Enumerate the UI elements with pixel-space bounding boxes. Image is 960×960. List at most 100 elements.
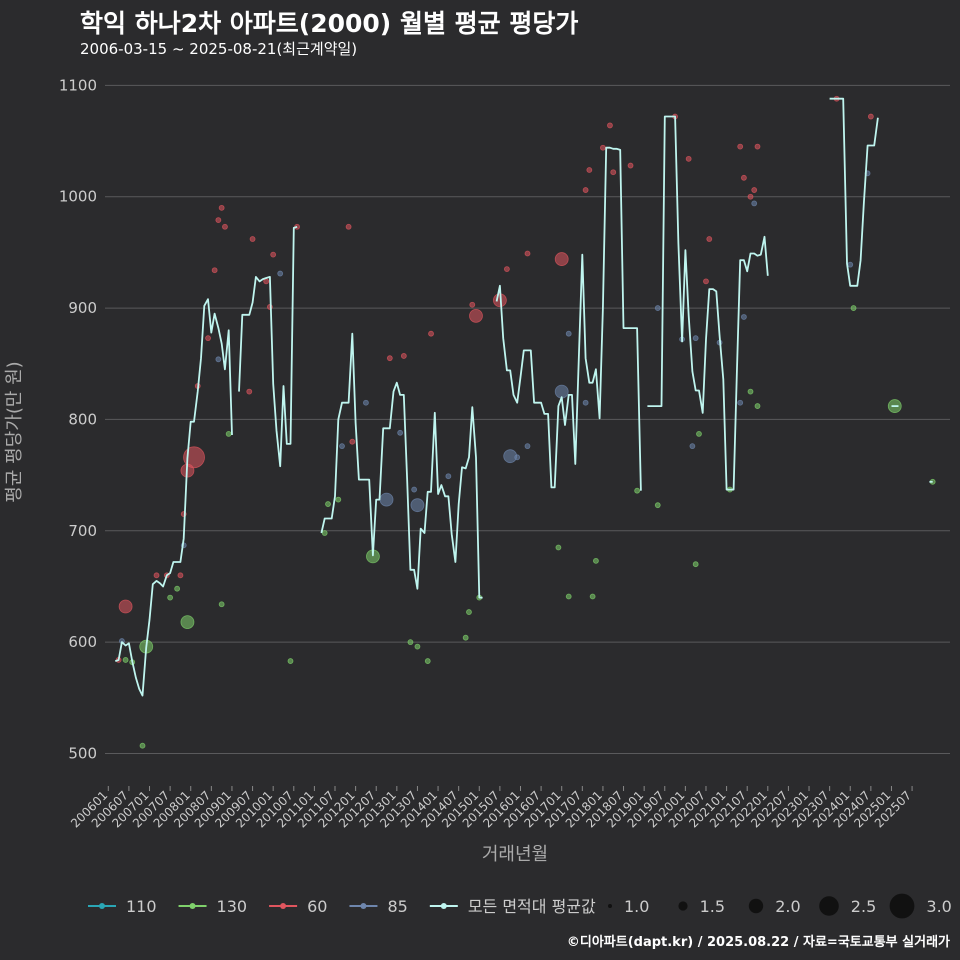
point-130	[321, 530, 328, 536]
legend-size-item: 1.0	[608, 897, 649, 916]
point-60	[607, 122, 613, 129]
y-axis-ticks: 500 600 700 800 900 1000 1100	[59, 76, 97, 762]
point-130	[654, 502, 661, 509]
legend-size-marker	[889, 893, 915, 919]
point-130	[139, 742, 146, 749]
legend-marker	[280, 903, 287, 909]
legend-label: 130	[217, 897, 248, 916]
point-130	[325, 501, 331, 507]
legend-item-85: 85	[349, 897, 408, 916]
point-85	[379, 492, 394, 507]
point-60	[263, 278, 270, 285]
point-60	[582, 187, 589, 193]
point-85	[410, 498, 425, 513]
point-60	[586, 167, 593, 173]
point-130	[589, 593, 596, 600]
point-60	[177, 572, 184, 579]
point-60	[469, 301, 476, 308]
point-60	[218, 204, 225, 211]
point-60	[215, 217, 222, 224]
point-130	[122, 657, 129, 663]
x-axis-ticks: 2006012006072007012007072008012008072009…	[68, 786, 914, 831]
legend-label: 110	[126, 897, 157, 916]
point-60	[428, 330, 434, 337]
point-60	[345, 223, 352, 230]
average-line-segment	[238, 225, 298, 468]
point-60	[386, 355, 393, 362]
y-tick-label: 800	[68, 410, 97, 428]
point-60	[118, 599, 133, 614]
point-130	[414, 643, 421, 650]
point-85	[524, 443, 531, 450]
point-130	[225, 431, 232, 437]
point-60	[600, 144, 606, 151]
point-85	[363, 399, 369, 406]
point-130	[692, 561, 699, 568]
point-130	[634, 487, 641, 494]
legend-label: 60	[307, 897, 327, 916]
scatter-points	[115, 95, 936, 749]
legend-item-130: 130	[178, 897, 248, 916]
point-60	[627, 162, 634, 169]
legend-size-item: 1.5	[678, 897, 725, 916]
point-85	[847, 261, 854, 268]
point-60	[610, 169, 617, 176]
point-85	[277, 270, 284, 277]
point-130	[335, 496, 342, 503]
point-130	[593, 557, 599, 564]
point-85	[582, 399, 589, 406]
point-130	[754, 403, 761, 409]
point-60	[741, 174, 747, 181]
legend-size-item: 2.5	[819, 896, 876, 916]
point-60	[737, 143, 744, 150]
y-tick-label: 1000	[59, 188, 97, 206]
point-130	[696, 431, 702, 437]
legend-size-label: 1.0	[624, 897, 649, 916]
point-60	[205, 335, 211, 342]
y-tick-label: 1100	[59, 76, 97, 94]
average-line-segment	[647, 115, 769, 491]
point-130	[180, 615, 195, 630]
legend-size-marker	[678, 901, 688, 911]
point-60	[867, 113, 874, 120]
point-60	[349, 438, 356, 445]
point-85	[565, 330, 572, 337]
point-85	[751, 200, 758, 207]
chart-subtitle: 2006-03-15 ~ 2025-08-21(최근계약일)	[80, 40, 358, 58]
point-60	[469, 308, 483, 323]
chart-title: 학익 하나2차 아파트(2000) 월별 평균 평당가	[80, 9, 579, 38]
y-tick-label: 600	[68, 633, 97, 651]
legend-item-110: 110	[88, 897, 157, 916]
average-line-segment	[320, 332, 483, 599]
point-85	[514, 454, 521, 461]
legend-size-marker	[748, 898, 764, 914]
point-85	[741, 314, 747, 320]
legend-marker	[360, 903, 367, 909]
y-tick-label: 900	[68, 299, 97, 317]
point-60	[685, 155, 692, 162]
point-60	[270, 251, 277, 258]
legend-size-label: 2.0	[775, 897, 800, 916]
legend-marker	[440, 903, 447, 909]
point-85	[411, 486, 418, 493]
point-130	[218, 601, 225, 608]
legend-size-label: 2.5	[851, 897, 876, 916]
point-60	[249, 236, 256, 242]
legend-size-marker	[819, 896, 839, 916]
point-130	[424, 658, 431, 664]
legend-size-item: 3.0	[889, 893, 952, 919]
point-85	[215, 356, 222, 363]
point-130	[462, 634, 469, 641]
point-60	[554, 252, 569, 266]
point-60	[503, 266, 510, 273]
point-130	[167, 594, 174, 601]
average-line-segment	[829, 97, 879, 287]
legend-size-item: 2.0	[748, 897, 801, 916]
point-60	[400, 353, 407, 359]
point-60	[747, 193, 754, 200]
point-130	[747, 388, 754, 395]
average-line	[115, 97, 933, 697]
point-60	[211, 267, 218, 274]
legend-marker	[189, 903, 196, 909]
